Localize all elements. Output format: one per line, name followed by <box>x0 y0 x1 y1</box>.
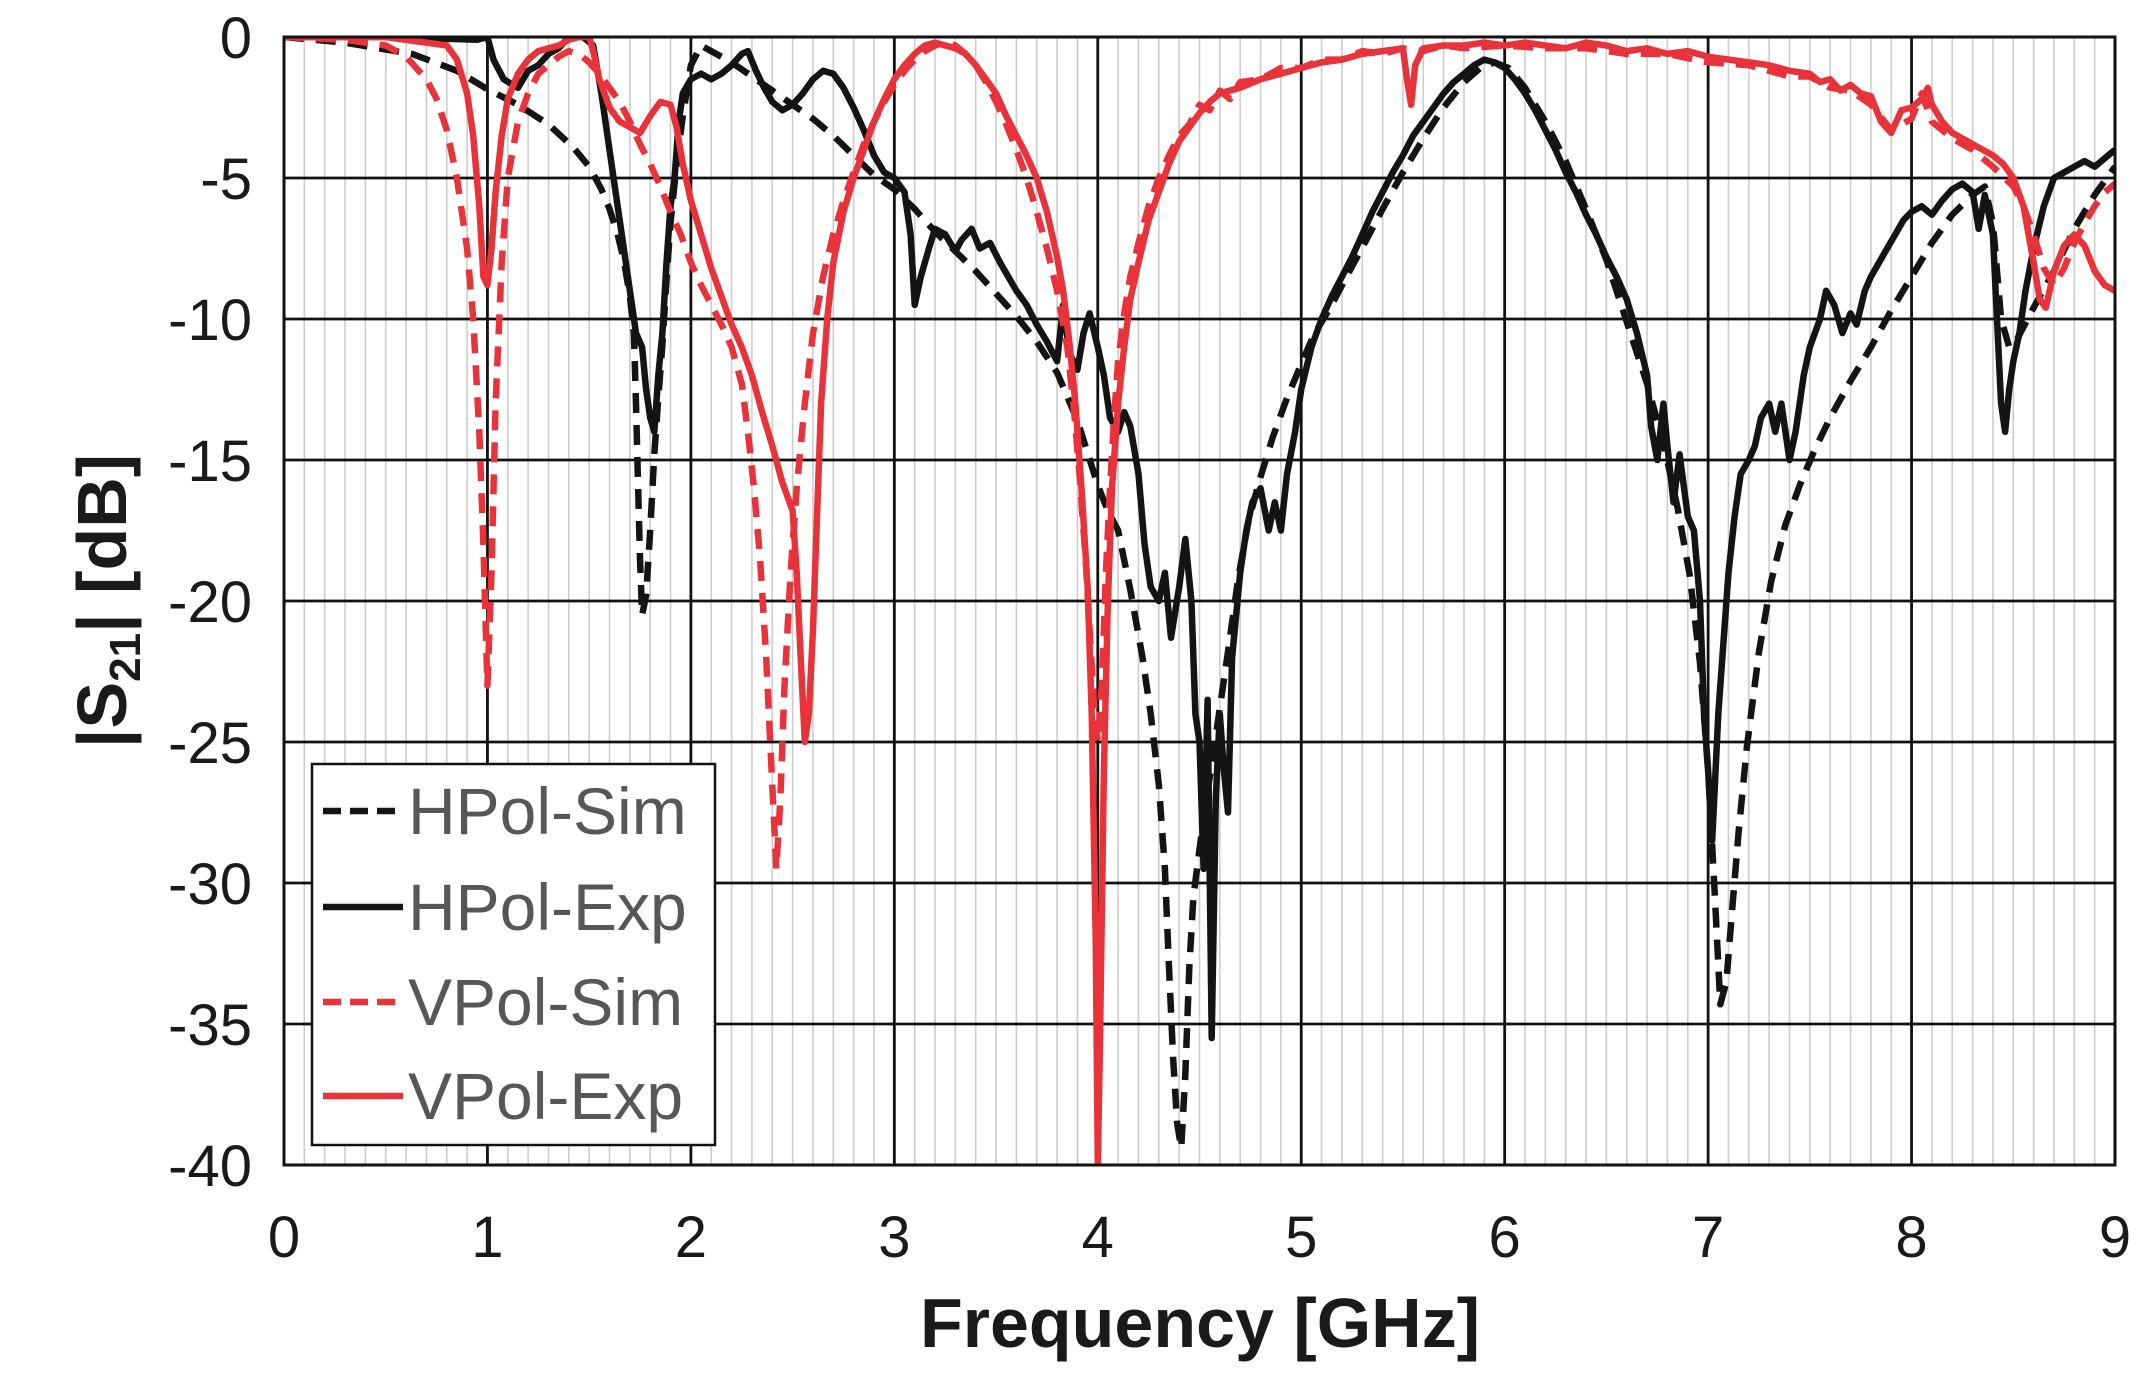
y-tick-label: -35 <box>168 993 252 1058</box>
legend-label: HPol-Exp <box>408 870 687 944</box>
x-tick-label: 9 <box>2099 1205 2131 1270</box>
x-tick-label: 6 <box>1489 1205 1521 1270</box>
x-tick-label: 4 <box>1082 1205 1114 1270</box>
y-tick-labels: 0 -5 -10 -15 -20 -25 -30 -35 -40 <box>168 6 252 1199</box>
x-tick-label: 0 <box>268 1205 300 1270</box>
y-tick-label: -5 <box>200 147 252 212</box>
y-tick-label: 0 <box>220 6 252 71</box>
y-tick-label: -30 <box>168 852 252 917</box>
series-line-vpol-sim <box>284 37 2115 873</box>
legend: HPol-Sim HPol-Exp VPol-Sim VPol-Exp <box>310 762 717 1147</box>
x-tick-label: 7 <box>1692 1205 1724 1270</box>
x-tick-label: 2 <box>675 1205 707 1270</box>
x-tick-label: 5 <box>1285 1205 1317 1270</box>
legend-item: VPol-Sim <box>323 965 683 1039</box>
series-layer <box>284 37 2115 1165</box>
plot-frame <box>282 35 2117 1167</box>
legend-label: VPol-Exp <box>408 1059 683 1133</box>
series-line-hpol-exp <box>284 37 2115 1042</box>
legend-item: HPol-Exp <box>323 870 687 944</box>
x-tick-label: 8 <box>1895 1205 1927 1270</box>
y-tick-label: -20 <box>168 570 252 635</box>
y-tick-label: -40 <box>168 1134 252 1199</box>
y-tick-label: -25 <box>168 711 252 776</box>
y-tick-label: -15 <box>168 429 252 494</box>
x-tick-label: 3 <box>878 1205 910 1270</box>
series-line-vpol-exp <box>284 37 2115 1165</box>
series-line-hpol-sim <box>284 37 2115 1152</box>
legend-label: HPol-Sim <box>408 774 687 848</box>
y-tick-label: -10 <box>168 288 252 353</box>
x-axis-label: Frequency [GHz] <box>920 1284 1480 1362</box>
legend-item: VPol-Exp <box>323 1059 683 1133</box>
x-tick-labels: 0 1 2 3 4 5 6 7 8 9 <box>268 1205 2131 1270</box>
legend-item: HPol-Sim <box>323 774 687 848</box>
legend-label: VPol-Sim <box>408 965 683 1039</box>
x-tick-label: 1 <box>471 1205 503 1270</box>
y-axis-label: |S21| [dB] <box>63 454 150 748</box>
legend-box <box>310 762 717 1147</box>
